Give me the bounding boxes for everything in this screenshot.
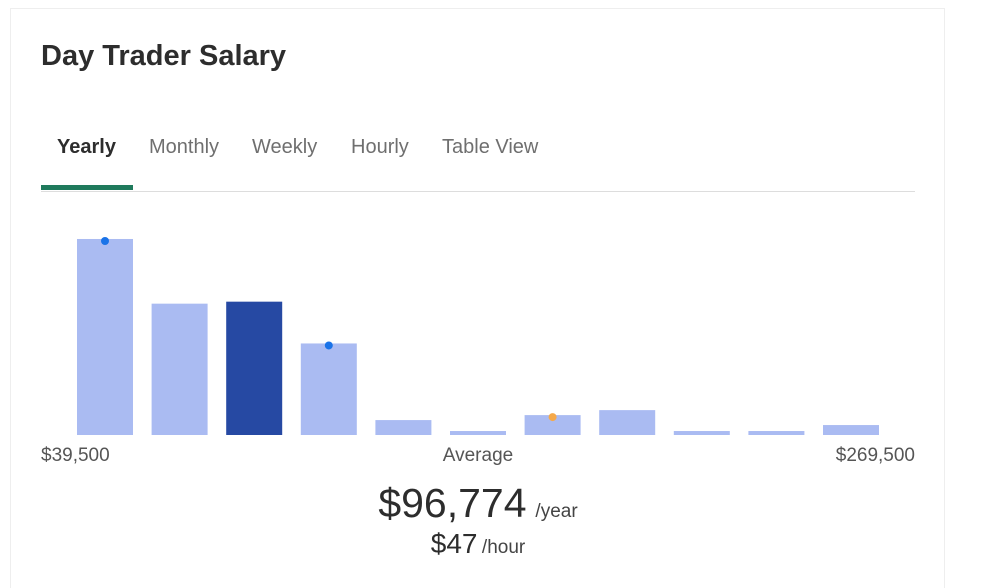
tab[interactable]: Hourly (351, 136, 409, 158)
tab[interactable]: Yearly (57, 136, 116, 158)
bar (748, 431, 805, 435)
tab[interactable]: Monthly (149, 136, 220, 158)
bar (673, 431, 730, 435)
tab[interactable]: Table View (442, 136, 539, 158)
bar (77, 238, 133, 435)
bar-marker (101, 236, 109, 245)
max-label: $269,500 (835, 445, 915, 466)
hourly-salary: $47 /hour (0, 528, 956, 560)
bar-marker (324, 341, 333, 350)
yearly-salary: $96,774 /year (0, 480, 956, 527)
bar (151, 303, 208, 435)
yearly-unit: /year (535, 501, 578, 522)
bar-marker (548, 413, 557, 422)
hourly-unit: /hour (481, 537, 526, 558)
bar (599, 410, 656, 435)
min-label: $39,500 (41, 445, 110, 466)
bar (226, 301, 283, 435)
tab[interactable]: Weekly (252, 136, 318, 158)
bar (450, 431, 506, 435)
bar (375, 420, 432, 435)
salary-card (10, 8, 945, 588)
bar (823, 425, 879, 435)
active-tab-indicator (41, 185, 133, 190)
yearly-value: $96,774 (378, 480, 527, 526)
average-label: Average (442, 445, 514, 466)
bar (300, 343, 357, 435)
tab-bar: Yearly Monthly Weekly Hourly Table View (41, 132, 915, 192)
hourly-value: $47 (430, 528, 478, 559)
bar (524, 415, 581, 435)
title: Day Trader Salary (41, 40, 287, 72)
